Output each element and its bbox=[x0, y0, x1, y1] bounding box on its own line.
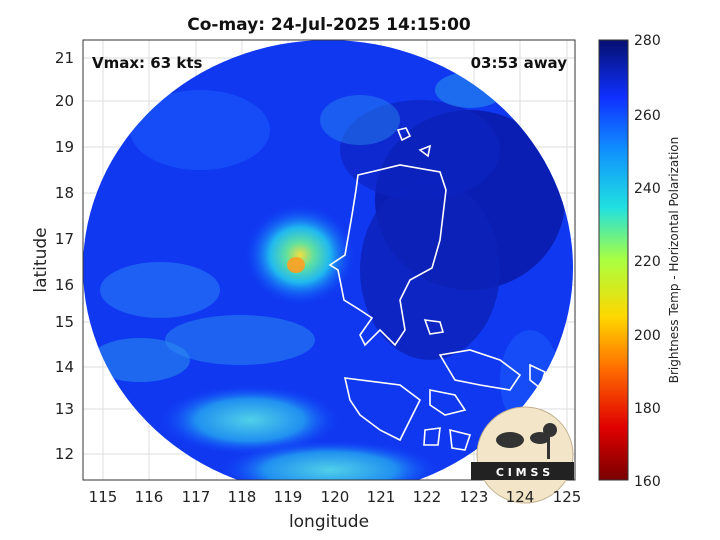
x-tick-117: 117 bbox=[182, 488, 211, 506]
y-tick-13: 13 bbox=[55, 400, 74, 418]
y-tick-16: 16 bbox=[55, 276, 74, 294]
colorbar-tick-180: 180 bbox=[634, 401, 661, 417]
y-tick-18: 18 bbox=[55, 184, 74, 202]
x-tick-121: 121 bbox=[367, 488, 396, 506]
plot-area bbox=[82, 39, 576, 481]
y-tick-12: 12 bbox=[55, 445, 74, 463]
x-tick-115: 115 bbox=[89, 488, 118, 506]
y-tick-17: 17 bbox=[55, 230, 74, 248]
colorbar-gradient bbox=[598, 39, 629, 481]
x-tick-119: 119 bbox=[274, 488, 303, 506]
colorbar-tick-200: 200 bbox=[634, 328, 661, 344]
x-tick-124: 124 bbox=[506, 488, 535, 506]
y-tick-15: 15 bbox=[55, 313, 74, 331]
plot-frame bbox=[82, 39, 576, 481]
colorbar-tick-240: 240 bbox=[634, 181, 661, 197]
colorbar-tick-260: 260 bbox=[634, 108, 661, 124]
colorbar: 280 260 240 220 200 180 160 Brightness T… bbox=[598, 33, 681, 490]
x-tick-125: 125 bbox=[553, 488, 582, 506]
x-tick-123: 123 bbox=[460, 488, 489, 506]
x-tick-122: 122 bbox=[413, 488, 442, 506]
colorbar-tick-160: 160 bbox=[634, 474, 661, 490]
y-tick-20: 20 bbox=[55, 92, 74, 110]
colorbar-tick-220: 220 bbox=[634, 254, 661, 270]
y-tick-14: 14 bbox=[55, 358, 74, 376]
colorbar-tick-280: 280 bbox=[634, 33, 661, 49]
cimss-logo-text: C I M S S bbox=[496, 466, 550, 479]
vmax-label: Vmax: 63 kts bbox=[92, 54, 202, 72]
x-tick-116: 116 bbox=[135, 488, 164, 506]
coastline bbox=[328, 127, 546, 451]
x-axis-label: longitude bbox=[289, 512, 369, 532]
x-tick-118: 118 bbox=[228, 488, 257, 506]
y-axis-label: latitude bbox=[31, 227, 51, 292]
plot-title: Co-may: 24-Jul-2025 14:15:00 bbox=[187, 15, 471, 35]
y-tick-19: 19 bbox=[55, 138, 74, 156]
x-tick-120: 120 bbox=[321, 488, 350, 506]
y-tick-labels: 21 20 19 18 17 16 15 14 13 12 bbox=[55, 49, 74, 463]
colorbar-label: Brightness Temp - Horizontal Polarizatio… bbox=[667, 137, 681, 384]
cimss-logo: C I M S S bbox=[471, 406, 574, 504]
y-tick-21: 21 bbox=[55, 49, 74, 67]
x-tick-labels: 115 116 117 118 119 120 121 122 123 124 … bbox=[89, 488, 582, 506]
time-away-label: 03:53 away bbox=[471, 54, 568, 72]
